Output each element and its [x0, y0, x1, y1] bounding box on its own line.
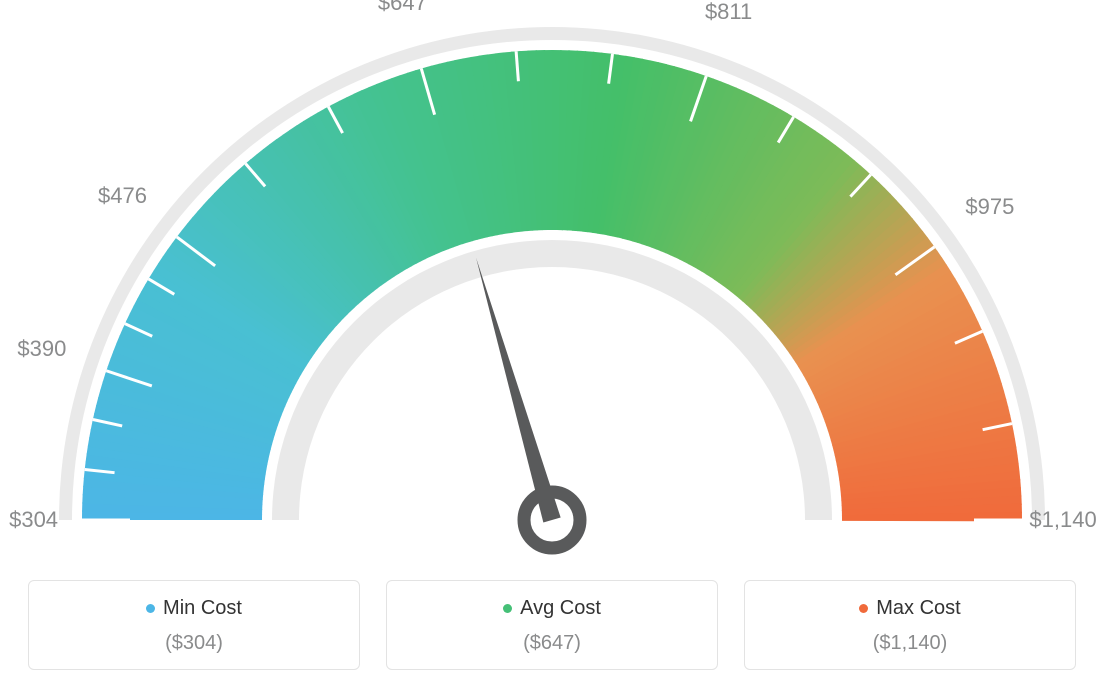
gauge-tick-label: $975	[965, 194, 1014, 220]
legend-card-avg: Avg Cost ($647)	[386, 580, 718, 670]
legend-value-max: ($1,140)	[755, 632, 1065, 655]
gauge-svg	[0, 0, 1104, 560]
legend-title-avg: Avg Cost	[503, 597, 601, 620]
gauge-tick-label: $647	[378, 0, 427, 16]
legend-value-avg: ($647)	[397, 632, 707, 655]
gauge-area: $304 $390 $476 $647 $811 $975 $1,140	[0, 0, 1104, 560]
legend-title-max: Max Cost	[859, 597, 960, 620]
legend-dot-max	[859, 604, 868, 613]
legend-card-min: Min Cost ($304)	[28, 580, 360, 670]
legend-label-min: Min Cost	[163, 597, 242, 620]
legend-card-max: Max Cost ($1,140)	[744, 580, 1076, 670]
legend-dot-avg	[503, 604, 512, 613]
legend-row: Min Cost ($304) Avg Cost ($647) Max Cost…	[0, 580, 1104, 670]
legend-dot-min	[146, 604, 155, 613]
cost-gauge-container: $304 $390 $476 $647 $811 $975 $1,140 Min Cost …	[0, 0, 1104, 690]
legend-label-max: Max Cost	[876, 597, 960, 620]
legend-value-min: ($304)	[39, 632, 349, 655]
gauge-tick-label: $390	[17, 336, 66, 362]
gauge-tick-label: $476	[98, 183, 147, 209]
gauge-tick-label: $1,140	[1029, 507, 1096, 533]
gauge-tick-label: $811	[705, 0, 752, 25]
gauge-tick-label: $304	[9, 507, 58, 533]
legend-label-avg: Avg Cost	[520, 597, 601, 620]
legend-title-min: Min Cost	[146, 597, 242, 620]
